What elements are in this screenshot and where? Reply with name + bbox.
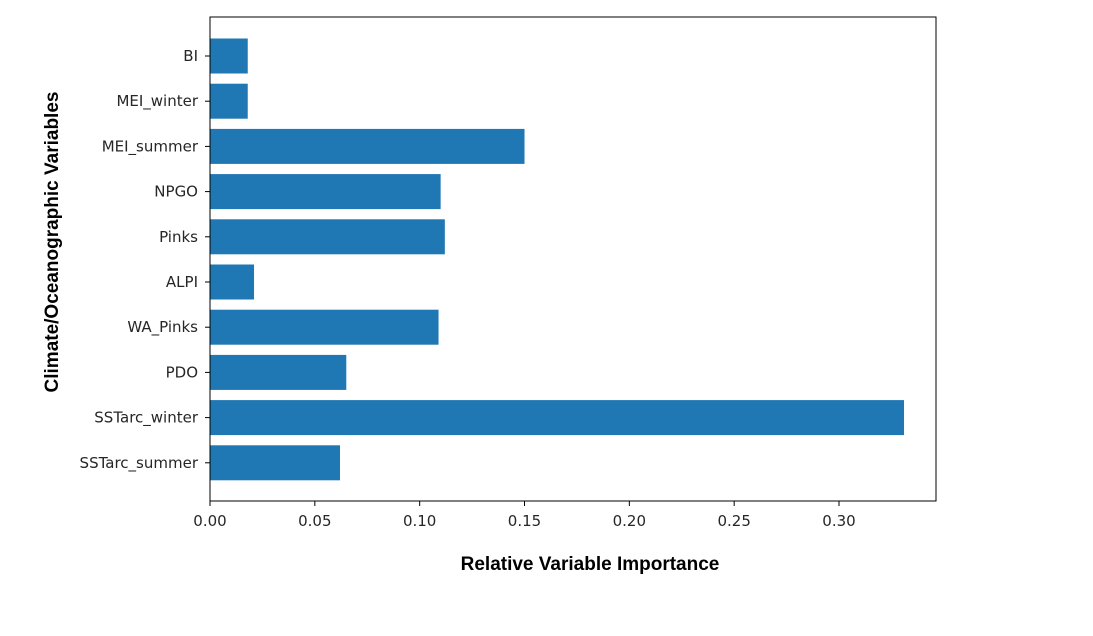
y-tick-label: SSTarc_summer: [80, 454, 199, 473]
x-tick-label: 0.10: [403, 512, 436, 530]
bar-Pinks: [210, 219, 445, 255]
x-tick-label: 0.20: [613, 512, 646, 530]
y-axis: BI MEI_winter MEI_summer NPGO Pinks ALPI WA_Pi…: [80, 47, 210, 473]
x-tick-label: 0.25: [717, 512, 750, 530]
x-axis-title: Relative Variable Importance: [461, 554, 720, 575]
bar-WA_Pinks: [210, 309, 439, 345]
x-tick-label: 0.15: [508, 512, 541, 530]
x-tick-label: 0.05: [298, 512, 331, 530]
x-axis: 0.00 0.05 0.10 0.15 0.20 0.25 0.30: [193, 501, 856, 530]
bar-MEI_summer: [210, 128, 525, 164]
bar-MEI_winter: [210, 83, 248, 119]
bar-BI: [210, 38, 248, 74]
y-tick-label: MEI_summer: [102, 137, 199, 156]
bar-NPGO: [210, 174, 441, 210]
plot-frame: [209, 16, 937, 502]
bar-PDO: [210, 354, 347, 390]
y-tick-label: PDO: [166, 363, 198, 381]
bar-ALPI: [210, 264, 255, 300]
y-tick-label: MEI_winter: [116, 92, 198, 111]
y-tick-label: WA_Pinks: [127, 318, 198, 337]
y-axis-title: Climate/Oceanographic Variables: [42, 92, 63, 393]
y-tick-label: SSTarc_winter: [94, 409, 199, 428]
bar-SSTarc_winter: [210, 400, 905, 436]
y-tick-label: Pinks: [159, 228, 198, 246]
x-tick-label: 0.30: [822, 512, 855, 530]
bar-SSTarc_summer: [210, 445, 340, 481]
y-tick-label: NPGO: [154, 183, 198, 201]
bars-group: [210, 38, 905, 481]
y-tick-label: ALPI: [166, 273, 198, 291]
y-tick-label: BI: [183, 47, 198, 65]
x-tick-label: 0.00: [193, 512, 226, 530]
